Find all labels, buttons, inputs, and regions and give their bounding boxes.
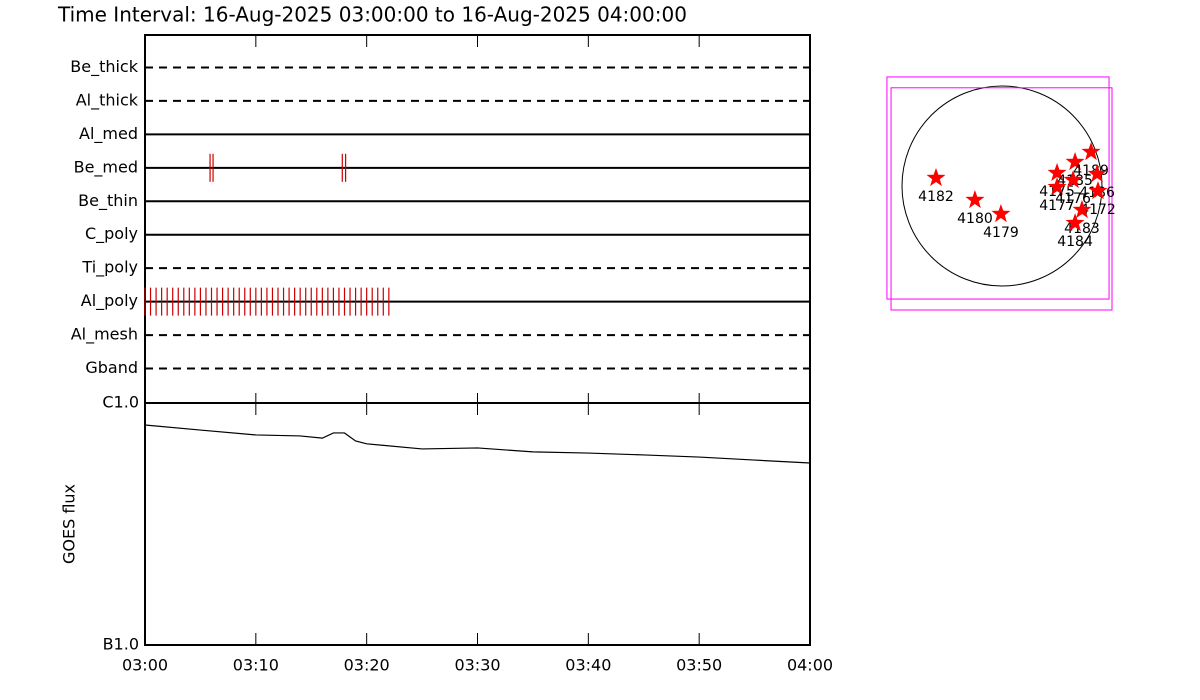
filter-label: Be_thick — [70, 57, 138, 77]
solar-disk — [901, 85, 1103, 287]
region-star — [1088, 181, 1108, 200]
region-star — [1047, 162, 1067, 181]
y-tick-label: C1.0 — [102, 393, 139, 412]
goes-line — [144, 424, 811, 464]
filter-label: Al_poly — [81, 291, 138, 311]
x-tick-label: 03:30 — [454, 656, 500, 675]
x-tick-label: 04:00 — [787, 656, 833, 675]
region-label: 4175 — [1039, 184, 1075, 200]
goes-frame — [144, 402, 811, 646]
filter-label: Gband — [85, 358, 138, 377]
chart-title: Time Interval: 16-Aug-2025 03:00:00 to 1… — [57, 3, 687, 27]
filter-label: Al_thick — [76, 90, 139, 110]
y-tick-label: B1.0 — [103, 635, 139, 654]
fov-box — [890, 87, 1113, 311]
region-label: 4177 — [1039, 198, 1075, 214]
region-label: 4180 — [957, 211, 993, 227]
region-star — [1063, 170, 1083, 189]
region-label: 4172 — [1080, 202, 1116, 218]
y-axis-label: GOES flux — [60, 484, 79, 564]
filter-label: Al_med — [79, 124, 138, 144]
timeline-frame — [144, 34, 811, 404]
region-star — [1072, 200, 1092, 219]
fov-box — [886, 76, 1110, 300]
region-label: 4184 — [1057, 234, 1093, 250]
region-star — [1081, 142, 1101, 161]
region-star — [991, 204, 1011, 223]
region-star — [1087, 164, 1107, 183]
region-star — [926, 168, 946, 187]
region-label: 4179 — [983, 225, 1019, 241]
x-tick-label: 03:10 — [233, 656, 279, 675]
region-star — [1047, 177, 1067, 196]
filter-label: C_poly — [85, 224, 138, 244]
x-tick-label: 03:00 — [122, 656, 168, 675]
x-tick-label: 03:50 — [676, 656, 722, 675]
region-label: 4182 — [918, 189, 954, 205]
filter-label: Be_thin — [78, 191, 138, 211]
filter-label: Be_med — [74, 157, 138, 177]
x-tick-label: 03:20 — [344, 656, 390, 675]
filter-label: Ti_poly — [81, 258, 138, 278]
region-label: 4176 — [1055, 191, 1091, 207]
x-tick-label: 03:40 — [565, 656, 611, 675]
region-star — [1065, 213, 1085, 232]
filter-label: Al_mesh — [71, 325, 138, 345]
region-star — [965, 190, 985, 209]
region-star — [1065, 152, 1085, 171]
